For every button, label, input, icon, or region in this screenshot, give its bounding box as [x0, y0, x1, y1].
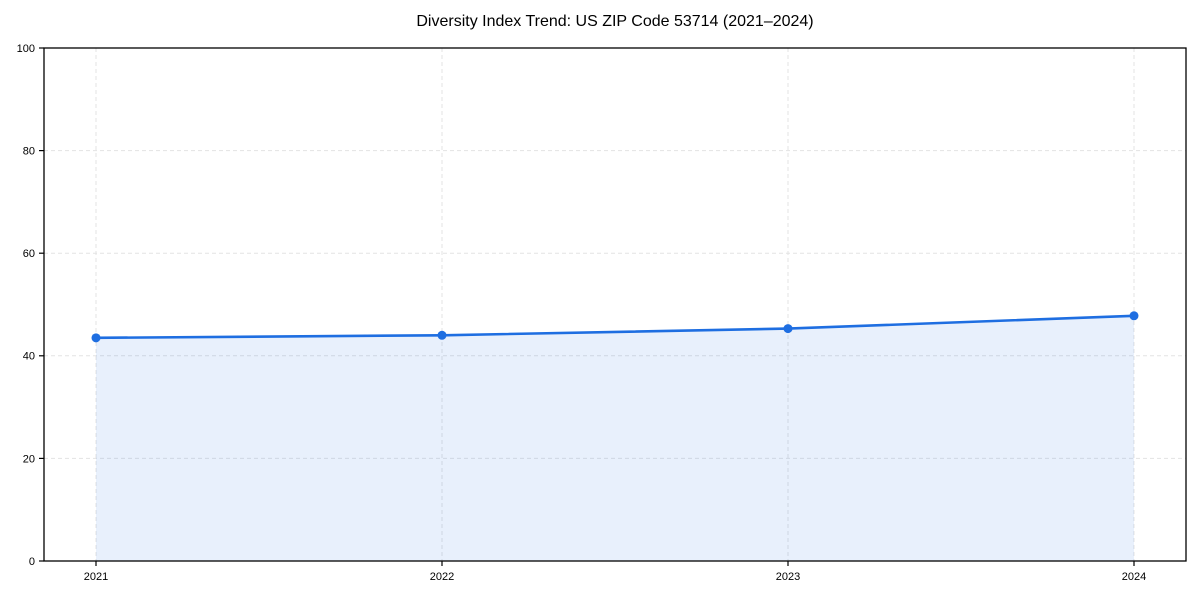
- trend-line: [94, 314, 1136, 340]
- y-tick-label: 60: [23, 248, 35, 260]
- plot-border: [43, 47, 1187, 562]
- area-fill: [96, 315, 1134, 561]
- x-tick-label: 2023: [776, 571, 800, 583]
- data-point-2023: [783, 324, 793, 334]
- y-tick-label: 80: [23, 145, 35, 157]
- x-tick-label: 2021: [84, 571, 108, 583]
- x-tick-label: 2022: [430, 571, 454, 583]
- chart-title: Diversity Index Trend: US ZIP Code 53714…: [416, 13, 814, 30]
- y-tick-label: 100: [17, 43, 35, 55]
- y-tick-label: 0: [29, 556, 35, 568]
- data-point-2024: [1129, 311, 1139, 321]
- y-tick-label: 20: [23, 453, 35, 465]
- data-point-2022: [437, 330, 447, 340]
- y-tick-label: 40: [23, 351, 35, 363]
- data-point-2021: [91, 333, 101, 343]
- x-tick-label: 2024: [1122, 571, 1146, 583]
